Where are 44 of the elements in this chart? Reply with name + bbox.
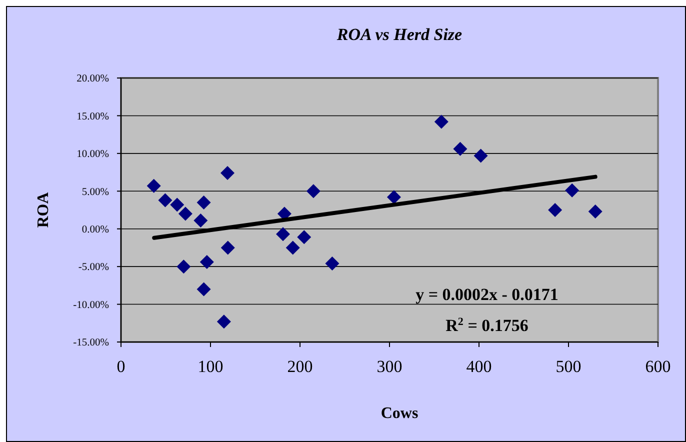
x-tick-label: 400 — [466, 357, 492, 376]
point — [548, 203, 562, 217]
chart-title: ROA vs Herd Size — [336, 25, 463, 44]
point — [325, 256, 340, 271]
point — [220, 166, 235, 180]
x-tick-label: 0 — [116, 357, 126, 376]
point — [297, 230, 312, 244]
y-tick-label: 0.00% — [82, 224, 110, 236]
y-tick-label: 20.00% — [76, 74, 110, 85]
point — [565, 183, 580, 198]
y-tick-label: 10.00% — [76, 149, 110, 160]
point — [178, 206, 192, 221]
point — [194, 214, 208, 228]
point — [386, 190, 401, 204]
point — [176, 260, 191, 274]
x-tick-label: 200 — [287, 357, 313, 376]
point — [158, 193, 172, 208]
point — [196, 195, 211, 210]
point — [434, 114, 448, 129]
annotation: R$^{2}$ = 0.1756 — [446, 316, 528, 335]
point — [474, 148, 488, 163]
point — [306, 184, 320, 198]
point — [216, 314, 231, 329]
x-tick-label: 600 — [645, 357, 671, 376]
point — [276, 227, 290, 242]
point — [146, 178, 161, 193]
point — [588, 204, 602, 219]
point — [170, 198, 184, 212]
x-tick-label: 100 — [198, 357, 224, 376]
y-tick-label: 15.00% — [76, 111, 110, 122]
y-tick-label: -10.00% — [73, 300, 110, 311]
y-tick-label: -5.00% — [78, 262, 110, 274]
point — [196, 282, 211, 296]
y-axis-title: ROA — [35, 192, 52, 228]
x-tick-label: 500 — [556, 357, 582, 376]
annotation: y = 0.0002x - 0.0171 — [416, 285, 558, 304]
point — [453, 142, 468, 156]
point — [220, 240, 235, 255]
y-tick-label: 5.00% — [82, 186, 110, 198]
point — [200, 255, 214, 270]
x-tick-label: 300 — [376, 357, 402, 376]
x-axis-title: Cows — [380, 405, 418, 422]
point — [286, 240, 300, 255]
y-tick-label: -15.00% — [73, 338, 110, 349]
